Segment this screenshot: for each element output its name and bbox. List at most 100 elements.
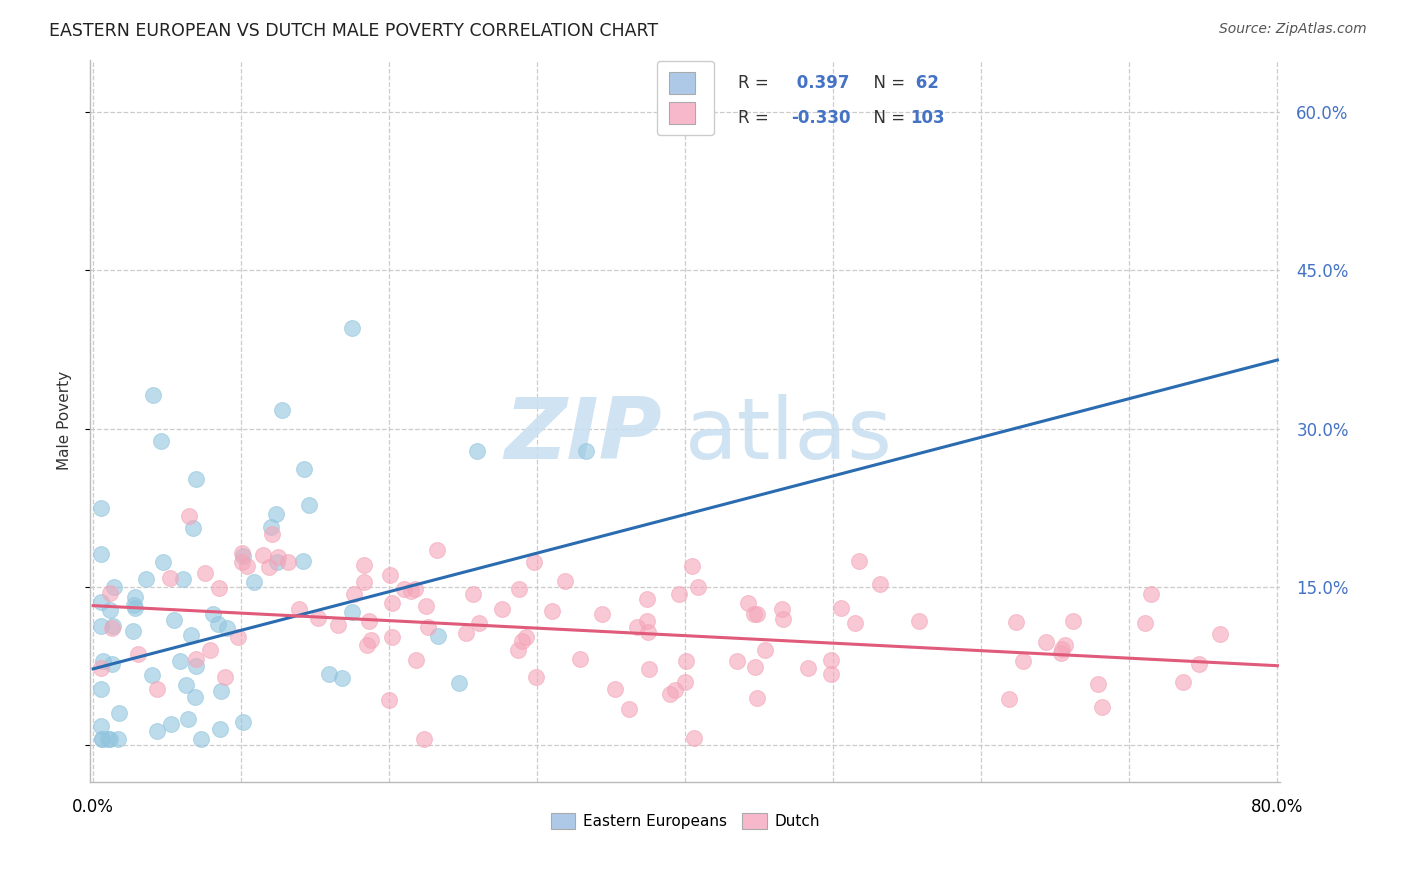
Point bbox=[686, 581, 709, 595]
Point bbox=[208, 581, 231, 595]
Point bbox=[176, 678, 198, 692]
Point bbox=[575, 443, 598, 458]
Point bbox=[998, 691, 1021, 706]
Text: 103: 103 bbox=[910, 109, 945, 127]
Point bbox=[603, 682, 626, 697]
Point bbox=[231, 546, 253, 560]
Point bbox=[1062, 614, 1084, 628]
Point bbox=[146, 724, 169, 739]
Point bbox=[98, 586, 121, 600]
Point bbox=[90, 718, 112, 732]
Point bbox=[869, 577, 891, 591]
Text: R =: R = bbox=[738, 74, 773, 92]
Text: ZIP: ZIP bbox=[503, 393, 661, 476]
Point bbox=[745, 690, 768, 705]
Point bbox=[183, 690, 205, 705]
Point bbox=[190, 732, 212, 747]
Point bbox=[101, 619, 124, 633]
Point bbox=[259, 560, 281, 574]
Point bbox=[142, 388, 165, 402]
Text: -0.330: -0.330 bbox=[792, 109, 851, 127]
Point bbox=[1052, 641, 1074, 656]
Point bbox=[508, 582, 530, 596]
Point bbox=[307, 611, 329, 625]
Point bbox=[214, 670, 236, 684]
Point bbox=[1139, 587, 1161, 601]
Point bbox=[236, 558, 259, 573]
Text: N =: N = bbox=[863, 109, 910, 127]
Point bbox=[288, 602, 311, 616]
Point bbox=[682, 559, 704, 574]
Point bbox=[152, 555, 174, 569]
Point bbox=[658, 687, 681, 701]
Point bbox=[124, 601, 146, 615]
Point bbox=[1171, 674, 1194, 689]
Point bbox=[830, 601, 852, 615]
Point bbox=[353, 574, 375, 589]
Point bbox=[135, 572, 157, 586]
Point bbox=[330, 671, 353, 685]
Text: R =: R = bbox=[738, 109, 773, 127]
Point bbox=[342, 587, 364, 601]
Text: atlas: atlas bbox=[685, 393, 893, 476]
Point bbox=[404, 582, 426, 597]
Point bbox=[454, 625, 477, 640]
Point bbox=[405, 653, 427, 667]
Point bbox=[232, 714, 254, 729]
Point bbox=[377, 693, 399, 707]
Point bbox=[169, 654, 191, 668]
Point bbox=[198, 643, 221, 657]
Point bbox=[447, 676, 470, 690]
Point bbox=[260, 527, 283, 541]
Point bbox=[725, 654, 748, 668]
Point bbox=[172, 572, 194, 586]
Point bbox=[252, 549, 274, 563]
Point bbox=[141, 667, 163, 681]
Point bbox=[298, 498, 321, 512]
Text: 0.397: 0.397 bbox=[792, 74, 849, 92]
Text: N =: N = bbox=[863, 74, 910, 92]
Point bbox=[232, 549, 254, 563]
Point bbox=[177, 509, 200, 524]
Point bbox=[1053, 638, 1076, 652]
Point bbox=[277, 555, 299, 569]
Point bbox=[98, 732, 121, 747]
Point bbox=[360, 633, 382, 648]
Point bbox=[737, 596, 759, 610]
Point bbox=[1188, 657, 1211, 671]
Point bbox=[619, 702, 641, 716]
Point bbox=[754, 643, 776, 657]
Point bbox=[626, 620, 648, 634]
Point bbox=[150, 434, 173, 448]
Point bbox=[90, 732, 112, 747]
Point bbox=[381, 596, 404, 610]
Point bbox=[194, 566, 217, 580]
Point bbox=[515, 630, 537, 644]
Point bbox=[356, 638, 378, 652]
Point bbox=[243, 574, 266, 589]
Point bbox=[796, 661, 818, 675]
Point bbox=[292, 461, 315, 475]
Point bbox=[266, 508, 288, 522]
Point bbox=[101, 621, 124, 635]
Point bbox=[668, 586, 690, 600]
Point bbox=[1035, 635, 1057, 649]
Point bbox=[90, 619, 112, 633]
Point bbox=[260, 520, 283, 534]
Point bbox=[271, 402, 294, 417]
Point bbox=[124, 591, 146, 605]
Point bbox=[1087, 676, 1109, 690]
Point bbox=[357, 615, 380, 629]
Point bbox=[526, 670, 548, 684]
Point bbox=[1005, 615, 1028, 629]
Point bbox=[523, 555, 546, 569]
Point bbox=[638, 662, 661, 676]
Point bbox=[215, 621, 238, 635]
Point bbox=[90, 595, 112, 609]
Point bbox=[427, 629, 450, 643]
Point bbox=[159, 571, 181, 585]
Point bbox=[416, 620, 439, 634]
Point bbox=[467, 616, 489, 631]
Point bbox=[100, 657, 122, 672]
Point bbox=[381, 630, 404, 644]
